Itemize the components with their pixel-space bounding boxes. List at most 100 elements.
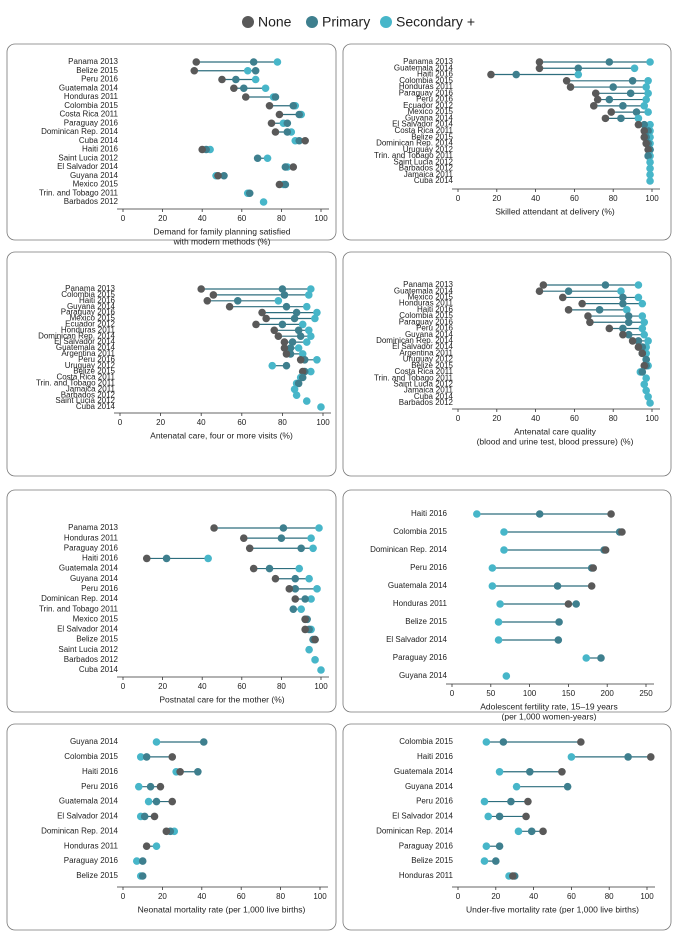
category-label: Argentina 2011 xyxy=(399,348,453,357)
dot xyxy=(302,338,311,346)
category-label: Barbados 2012 xyxy=(399,398,454,407)
dot xyxy=(152,738,161,746)
dot xyxy=(640,133,649,141)
category-label: Jamaica 2011 xyxy=(66,384,116,393)
x-axis-label: Neonatal mortality rate (per 1,000 live … xyxy=(138,904,306,914)
dot xyxy=(156,782,165,791)
dot xyxy=(313,585,321,593)
category-label: Honduras 2011 xyxy=(393,599,448,608)
x-tick-label: 20 xyxy=(492,414,501,423)
dot xyxy=(271,93,280,101)
dot xyxy=(634,337,643,345)
dot xyxy=(646,399,654,407)
category-label: Barbados 2012 xyxy=(64,197,119,206)
dot xyxy=(289,163,298,171)
category-label: Guatemala 2014 xyxy=(394,767,454,776)
legend-swatch xyxy=(242,16,254,28)
x-tick-label: 100 xyxy=(645,194,659,203)
category-label: Cuba 2014 xyxy=(414,392,454,401)
legend-label: Primary xyxy=(322,14,370,30)
category-label: Cuba 2014 xyxy=(79,136,119,145)
category-label: Guyana 2014 xyxy=(70,574,119,583)
dot xyxy=(144,797,153,806)
dot xyxy=(642,83,650,91)
panel-frame xyxy=(6,489,337,713)
x-tick-label: 40 xyxy=(197,892,206,901)
dot xyxy=(590,102,598,110)
dot xyxy=(558,767,566,776)
category-label: Guyana 2014 xyxy=(399,671,448,680)
dot xyxy=(640,102,649,110)
dot xyxy=(138,872,147,880)
dot xyxy=(640,120,649,129)
category-label: Belize 2015 xyxy=(411,361,453,370)
x-tick-label: 20 xyxy=(492,194,501,203)
dot xyxy=(203,297,212,305)
category-label: Ecuador 2012 xyxy=(403,101,453,110)
dot xyxy=(241,93,250,101)
dot xyxy=(142,753,151,761)
dot xyxy=(168,753,177,761)
category-label: Barbados 2012 xyxy=(61,390,116,399)
dot xyxy=(302,302,311,311)
dot xyxy=(632,108,641,116)
dot xyxy=(586,318,594,327)
dot xyxy=(640,361,649,370)
dot xyxy=(311,656,319,664)
x-tick-label: 60 xyxy=(570,194,579,203)
dot xyxy=(313,308,321,317)
dot xyxy=(134,782,143,791)
dot xyxy=(582,654,591,662)
dot xyxy=(480,797,489,806)
x-tick-label: 0 xyxy=(121,682,126,691)
category-label: Guyana 2014 xyxy=(70,171,119,180)
dot xyxy=(168,797,177,806)
category-label: Jamaica 2011 xyxy=(404,170,454,179)
category-label: Mexico 2015 xyxy=(73,180,119,189)
dot xyxy=(307,595,315,603)
category-label: Panama 2013 xyxy=(403,280,453,289)
x-tick-label: 60 xyxy=(567,892,576,901)
category-label: Peru 2016 xyxy=(416,324,453,333)
category-label: Argentina 2011 xyxy=(61,349,115,358)
x-tick-label: 80 xyxy=(277,682,286,691)
category-label: El Salvador 2014 xyxy=(392,120,453,129)
dot xyxy=(311,314,319,323)
dot xyxy=(638,299,647,308)
dot xyxy=(644,392,652,401)
dot xyxy=(292,391,301,400)
category-label: Panama 2013 xyxy=(65,284,115,293)
category-label: Dominican Rep. 2014 xyxy=(370,545,447,554)
dot xyxy=(296,356,305,364)
x-tick-label: 50 xyxy=(486,689,495,698)
dot xyxy=(278,320,287,329)
dot xyxy=(619,299,627,308)
dot xyxy=(628,337,637,345)
dot xyxy=(553,582,562,590)
category-label: Paraguay 2016 xyxy=(399,841,454,850)
dot xyxy=(638,368,647,376)
dot xyxy=(593,95,602,104)
legend-swatch xyxy=(380,16,392,28)
category-label: Belize 2015 xyxy=(73,367,115,376)
category-label: Barbados 2012 xyxy=(64,655,119,664)
x-tick-label: 0 xyxy=(121,214,126,223)
dot xyxy=(524,797,532,806)
dot xyxy=(522,812,530,821)
dot xyxy=(297,544,306,553)
category-label: Mexico 2015 xyxy=(408,293,454,302)
x-axis-label: (per 1,000 women-years) xyxy=(502,711,597,721)
dot xyxy=(638,324,647,333)
dot xyxy=(138,857,147,865)
x-tick-label: 0 xyxy=(456,892,461,901)
dot xyxy=(301,136,309,145)
x-tick-label: 60 xyxy=(237,892,246,901)
category-label: Haiti 2016 xyxy=(417,70,454,79)
x-tick-label: 20 xyxy=(491,892,500,901)
category-label: Belize 2015 xyxy=(411,856,453,865)
dot xyxy=(220,171,228,180)
dot xyxy=(507,797,515,806)
dot xyxy=(307,534,315,542)
category-label: Mexico 2015 xyxy=(408,107,454,116)
